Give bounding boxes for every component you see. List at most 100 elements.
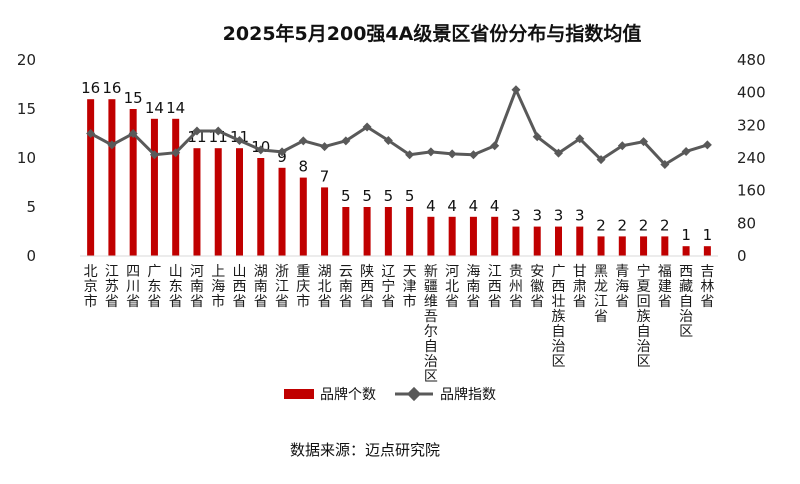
left-y-axis: 0 5 10 15 20 bbox=[17, 51, 36, 265]
bar-data-label: 2 bbox=[596, 216, 606, 234]
source-note: 数据来源：迈点研究院 bbox=[290, 441, 440, 459]
bar-data-label: 4 bbox=[469, 197, 479, 215]
bar-data-label: 4 bbox=[490, 197, 500, 215]
bar-data-label: 2 bbox=[618, 216, 628, 234]
category-label: 辽宁省 bbox=[381, 264, 395, 310]
bar bbox=[321, 187, 329, 256]
bar-data-label: 5 bbox=[384, 187, 394, 205]
line-series bbox=[86, 85, 712, 170]
legend-line-marker bbox=[406, 386, 422, 402]
line-point bbox=[511, 85, 521, 95]
bar bbox=[193, 148, 201, 256]
bar bbox=[555, 226, 562, 256]
category-label: 四川省 bbox=[126, 264, 140, 310]
bar bbox=[640, 236, 648, 256]
bar-data-labels: 161615141411111110987555544443333222211 bbox=[81, 79, 712, 244]
category-label: 安徽省 bbox=[530, 264, 544, 310]
line-point bbox=[702, 140, 712, 150]
category-label: 山东省 bbox=[169, 264, 183, 310]
legend-line-label: 品牌指数 bbox=[440, 386, 496, 403]
line-point bbox=[341, 136, 351, 146]
category-label: 广东省 bbox=[147, 264, 161, 310]
category-label: 北京市 bbox=[84, 264, 98, 310]
line-point bbox=[639, 137, 649, 147]
chart-title: 2025年5月200强4A级景区省份分布与指数均值 bbox=[223, 22, 642, 45]
category-label: 贵州省 bbox=[509, 264, 523, 310]
line-point bbox=[192, 126, 202, 136]
category-label: 浙江省 bbox=[275, 264, 289, 310]
line-point bbox=[468, 150, 478, 160]
bar bbox=[661, 236, 669, 256]
bar-data-label: 1 bbox=[681, 226, 691, 244]
bar bbox=[533, 226, 541, 256]
category-label: 云南省 bbox=[339, 264, 353, 310]
line-point bbox=[660, 160, 670, 170]
bar-data-label: 5 bbox=[341, 187, 351, 205]
category-label: 吉林省 bbox=[700, 264, 714, 310]
line-point bbox=[554, 148, 563, 158]
bar-data-label: 15 bbox=[124, 89, 143, 107]
bar bbox=[278, 167, 286, 256]
bar bbox=[87, 99, 95, 256]
line-point bbox=[447, 149, 457, 159]
bar bbox=[363, 207, 371, 256]
bar bbox=[427, 216, 435, 256]
category-label: 陕西省 bbox=[360, 264, 374, 310]
right-y-tick-label: 480 bbox=[737, 51, 766, 69]
bar-data-label: 5 bbox=[405, 187, 415, 205]
left-y-tick-label: 15 bbox=[17, 100, 36, 118]
bar bbox=[214, 148, 222, 256]
line-point bbox=[426, 147, 436, 157]
right-y-tick-label: 400 bbox=[737, 84, 766, 102]
category-label: 湖南省 bbox=[254, 264, 268, 310]
category-label: 海南省 bbox=[466, 264, 480, 310]
line-path bbox=[89, 88, 708, 167]
line-point bbox=[277, 147, 287, 157]
line-point bbox=[405, 150, 415, 160]
bar bbox=[299, 177, 307, 256]
legend-bar-swatch bbox=[284, 389, 314, 399]
bar bbox=[257, 158, 265, 256]
bar-data-label: 1 bbox=[703, 226, 713, 244]
line-point bbox=[86, 129, 96, 138]
category-label: 宁夏回族自治区 bbox=[637, 263, 651, 370]
left-y-tick-label: 5 bbox=[26, 198, 36, 216]
bar-data-label: 7 bbox=[320, 167, 330, 185]
bar-data-label: 3 bbox=[575, 207, 585, 225]
line-point bbox=[532, 132, 542, 142]
line-point bbox=[490, 141, 500, 151]
bar bbox=[384, 207, 392, 256]
category-label: 广西壮族自治区 bbox=[552, 264, 566, 370]
bar-data-label: 16 bbox=[81, 79, 100, 97]
line-point bbox=[617, 141, 627, 151]
line-point bbox=[171, 148, 181, 158]
bar-data-label: 4 bbox=[447, 197, 457, 215]
bar-data-label: 4 bbox=[426, 197, 436, 215]
line-point bbox=[107, 140, 117, 150]
legend: 品牌个数 品牌指数 bbox=[284, 386, 496, 403]
bar-data-label: 2 bbox=[660, 216, 670, 234]
bar bbox=[618, 236, 626, 256]
bar-data-label: 3 bbox=[554, 207, 564, 225]
bar-data-label: 16 bbox=[102, 79, 121, 97]
bar-data-label: 11 bbox=[187, 128, 206, 146]
left-y-tick-label: 10 bbox=[17, 149, 36, 167]
bar bbox=[108, 99, 116, 256]
line-point bbox=[383, 135, 393, 145]
category-axis: 北京市江苏省四川省广东省山东省河南省上海市山西省湖南省浙江省重庆市湖北省云南省陕… bbox=[80, 255, 718, 385]
bar-data-label: 3 bbox=[532, 207, 542, 225]
right-y-tick-label: 320 bbox=[737, 116, 766, 134]
category-label: 河南省 bbox=[190, 264, 204, 310]
line-point bbox=[681, 146, 691, 156]
line-point bbox=[149, 150, 159, 160]
line-point bbox=[298, 136, 308, 146]
category-label: 江苏省 bbox=[105, 264, 119, 310]
line-point bbox=[256, 145, 266, 155]
right-y-tick-label: 0 bbox=[737, 247, 747, 265]
bar bbox=[406, 207, 414, 256]
category-label: 西藏自治区 bbox=[679, 264, 693, 340]
category-label: 新疆维吾尔自治区 bbox=[424, 264, 438, 385]
category-label: 江西省 bbox=[488, 264, 502, 310]
bar bbox=[597, 236, 605, 256]
